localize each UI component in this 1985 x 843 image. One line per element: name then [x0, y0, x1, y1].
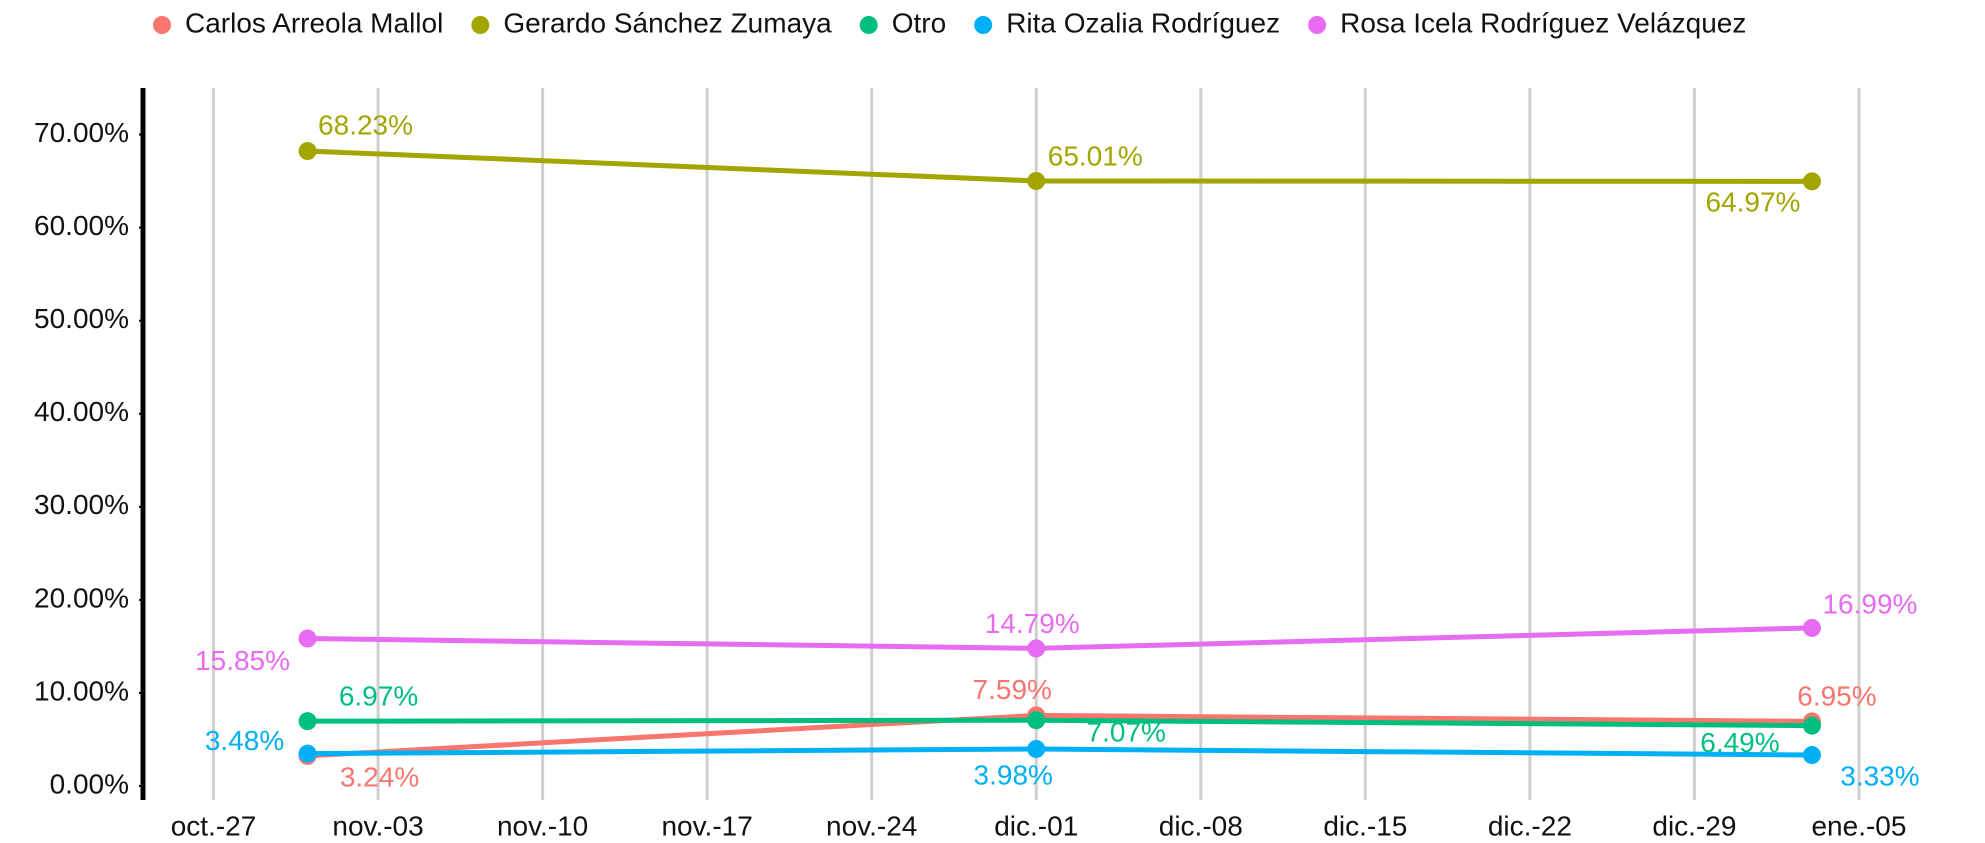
point — [1027, 711, 1046, 730]
legend-marker — [471, 16, 490, 34]
data-label: 6.97% — [339, 681, 418, 712]
y-tick-label: 10.00% — [34, 675, 129, 706]
data-label: 7.07% — [1087, 717, 1166, 748]
y-tick-label: 30.00% — [34, 489, 129, 520]
data-label: 14.79% — [985, 608, 1080, 639]
point — [298, 712, 317, 731]
point — [1027, 639, 1046, 658]
y-tick-label: 70.00% — [34, 117, 129, 148]
x-tick-label: oct.-27 — [171, 810, 257, 841]
legend-item: Gerardo Sánchez Zumaya — [471, 7, 832, 38]
legend-label: Rita Ozalia Rodríguez — [1006, 7, 1280, 38]
y-tick-label: 0.00% — [50, 768, 129, 799]
legend-marker — [153, 16, 171, 34]
data-label: 15.85% — [195, 645, 290, 676]
data-label: 16.99% — [1822, 588, 1917, 619]
data-label: 68.23% — [318, 109, 413, 140]
x-tick-label: ene.-05 — [1811, 810, 1906, 841]
x-tick-label: nov.-03 — [332, 810, 423, 841]
x-tick-label: dic.-15 — [1323, 810, 1407, 841]
x-tick-label: dic.-29 — [1652, 810, 1736, 841]
point — [298, 629, 317, 648]
legend-label: Gerardo Sánchez Zumaya — [503, 7, 832, 38]
data-label: 3.33% — [1840, 760, 1919, 791]
legend-marker — [974, 16, 993, 34]
data-label: 3.48% — [205, 725, 284, 756]
x-tick-label: dic.-22 — [1488, 810, 1572, 841]
data-label: 7.59% — [973, 674, 1052, 705]
x-tick-label: nov.-24 — [826, 810, 917, 841]
data-label: 3.24% — [340, 761, 419, 792]
legend-label: Otro — [892, 7, 946, 38]
y-tick-label: 20.00% — [34, 582, 129, 613]
point — [298, 744, 317, 763]
point — [1027, 739, 1046, 758]
data-label: 64.97% — [1705, 187, 1800, 218]
y-tick-label: 50.00% — [34, 303, 129, 334]
legend-item: Carlos Arreola Mallol — [153, 7, 443, 38]
data-label: 6.49% — [1700, 727, 1779, 758]
x-tick-label: dic.-01 — [994, 810, 1078, 841]
legend-item: Rosa Icela Rodríguez Velázquez — [1308, 7, 1746, 38]
x-tick-label: nov.-17 — [661, 810, 752, 841]
x-tick-label: nov.-10 — [497, 810, 588, 841]
legend-item: Rita Ozalia Rodríguez — [974, 7, 1280, 38]
point — [1802, 172, 1821, 191]
point — [1802, 618, 1821, 637]
point — [298, 142, 317, 161]
x-tick-label: dic.-08 — [1159, 810, 1243, 841]
data-label: 65.01% — [1048, 140, 1143, 171]
point — [1027, 171, 1046, 190]
legend-item: Otro — [859, 7, 946, 38]
legend-marker — [859, 16, 878, 34]
legend-label: Carlos Arreola Mallol — [185, 7, 443, 38]
point — [1802, 746, 1821, 765]
legend-marker — [1308, 16, 1327, 34]
data-label: 6.95% — [1797, 681, 1876, 712]
point — [1802, 716, 1821, 735]
data-label: 3.98% — [974, 759, 1053, 790]
series-line — [307, 746, 1812, 758]
y-tick-label: 40.00% — [34, 396, 129, 427]
legend-label: Rosa Icela Rodríguez Velázquez — [1340, 7, 1746, 38]
y-tick-label: 60.00% — [34, 210, 129, 241]
